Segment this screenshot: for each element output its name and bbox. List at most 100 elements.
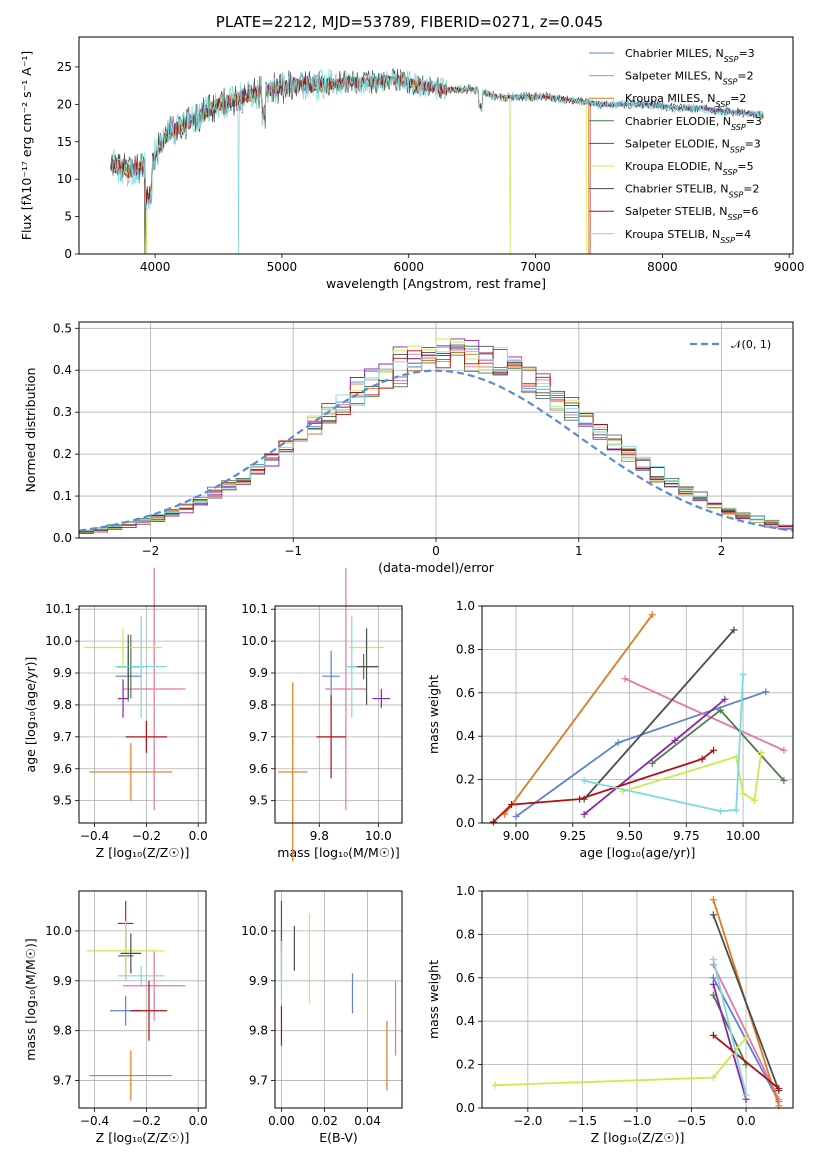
weight-marker (750, 796, 758, 804)
weight-marker (710, 746, 718, 754)
weight-marker (709, 955, 717, 963)
spectrum-panel: 4000 5000 6000 7000 8000 9000 0 5 10 15 20 25 wavele… (19, 36, 805, 291)
figure-title: PLATE=2212, MJD=53789, FIBERID=0271, z=0… (215, 13, 604, 31)
x-tick-label: 1 (575, 544, 583, 558)
axes-frame (481, 605, 794, 824)
weight-line (584, 674, 744, 813)
y-tick-label: 9.6 (249, 762, 268, 776)
weight-marker (698, 755, 706, 763)
weight-vs-Z-panel: −2.0 −1.5 −1.0 −0.5 0.0 0.0 0.2 0.4 0.6 0.8 1.0 Z [… (426, 884, 794, 1145)
legend-entry: Kroupa MILES, NSSP=2 (625, 92, 746, 109)
x-tick-label: 0.02 (311, 1114, 338, 1128)
x-tick-label: 9000 (774, 260, 805, 274)
weight-marker (508, 801, 516, 809)
y-tick-label: 0.4 (456, 1014, 475, 1028)
weight-marker (648, 759, 656, 767)
y-tick-label: 1.0 (456, 599, 475, 613)
y-tick-label: 9.9 (249, 974, 268, 988)
weight-marker (775, 1084, 783, 1092)
weight-marker (614, 739, 622, 747)
x-tick-label: 0.0 (189, 1114, 208, 1128)
y-tick-label: 10.0 (241, 924, 268, 938)
x-tick-label: 0.04 (354, 1114, 381, 1128)
legend-entry: Kroupa STELIB, NSSP=4 (625, 228, 751, 245)
y-tick-label: 0.5 (53, 321, 72, 335)
y-tick-label: 9.7 (53, 1074, 72, 1088)
x-tick-label: 9.25 (559, 829, 586, 843)
y-tick-label: 5 (64, 210, 72, 224)
y-tick-label: 0.2 (456, 1058, 475, 1072)
weight-marker (742, 1033, 750, 1041)
x-axis-label: (data-model)/error (378, 560, 495, 575)
y-tick-label: 0.0 (53, 531, 72, 545)
x-axis-label: Z [log₁₀(Z/Z☉)] (96, 845, 190, 860)
x-tick-label: 0.0 (189, 829, 208, 843)
weight-marker (709, 1074, 717, 1082)
x-tick-label: 2 (718, 544, 726, 558)
weight-marker (489, 818, 497, 826)
weight-vs-age-panel: 9.00 9.25 9.50 9.75 10.00 0.0 0.2 0.4 0.6 0.8 1.0 a… (426, 599, 794, 860)
y-tick-label: 9.7 (249, 730, 268, 744)
weight-marker (757, 748, 765, 756)
mass-vs-Z-panel: −0.4 −0.2 0.0 9.7 9.8 9.9 10.0 Z [log₁₀(Z/Z☉)] m… (23, 890, 208, 1145)
x-tick-label: −1.5 (568, 1114, 597, 1128)
y-axis-label: mass weight (426, 960, 441, 1039)
y-tick-label: 0.2 (456, 773, 475, 787)
x-tick-label: 4000 (140, 260, 171, 274)
y-tick-label: 0.6 (456, 971, 475, 985)
weight-marker (739, 790, 747, 798)
y-axis-label: Normed distribution (23, 368, 38, 493)
mass-vs-ebv-panel: 0.00 0.02 0.04 9.7 9.8 9.9 10.0 E(B-V) (241, 890, 403, 1145)
y-tick-label: 9.5 (53, 794, 72, 808)
x-tick-label: −1.0 (622, 1114, 651, 1128)
weight-marker (780, 777, 788, 785)
spectrum-line (110, 75, 590, 254)
y-tick-label: 9.7 (53, 730, 72, 744)
x-axis-label: wavelength [Angstrom, rest frame] (326, 276, 546, 291)
y-tick-label: 1.0 (456, 884, 475, 898)
weight-line (583, 629, 735, 800)
weight-marker (730, 626, 738, 634)
weight-marker (716, 807, 724, 815)
weight-marker (621, 675, 629, 683)
y-tick-label: 9.7 (249, 1074, 268, 1088)
y-tick-label: 9.5 (249, 794, 268, 808)
x-tick-label: 0.00 (268, 1114, 295, 1128)
axes-frame (78, 36, 794, 255)
y-tick-label: 9.9 (53, 666, 72, 680)
spectrum-line (110, 68, 764, 254)
y-axis-label: mass weight (426, 675, 441, 754)
x-axis-label: E(B-V) (319, 1130, 358, 1145)
weight-marker (721, 695, 729, 703)
weight-line (503, 614, 654, 815)
age-vs-mass-panel: 9.8 10.0 9.5 9.6 9.7 9.8 9.9 10.0 10.1 mass [log₁… (241, 567, 403, 862)
weight-marker (576, 795, 584, 803)
x-tick-label: 8000 (647, 260, 678, 274)
y-tick-label: 0.4 (456, 729, 475, 743)
x-axis-label: Z [log₁₀(Z/Z☉)] (591, 1130, 685, 1145)
y-axis-label: age [log₁₀(age/yr)] (23, 657, 38, 773)
y-tick-label: 0.8 (456, 642, 475, 656)
x-tick-label: 9.50 (616, 829, 643, 843)
legend-entry: Salpeter MILES, NSSP=2 (625, 70, 754, 87)
weight-line (712, 964, 780, 1100)
y-tick-label: 0.0 (456, 1101, 475, 1115)
histogram-steps (79, 354, 793, 533)
axes-frame (481, 890, 794, 1109)
weight-marker (648, 611, 656, 619)
y-tick-label: 9.9 (53, 974, 72, 988)
y-tick-label: 0.2 (53, 447, 72, 461)
weight-marker (709, 974, 717, 982)
y-tick-label: 10.1 (45, 602, 72, 616)
age-vs-Z-panel: −0.4 −0.2 0.0 9.5 9.6 9.7 9.8 9.9 10.0 10.1 Z [log… (23, 567, 208, 860)
weight-marker (671, 737, 679, 745)
x-axis-label: age [log₁₀(age/yr)] (580, 845, 696, 860)
x-tick-label: 10.0 (365, 829, 392, 843)
x-tick-label: 0.0 (737, 1114, 756, 1128)
y-tick-label: 9.8 (53, 698, 72, 712)
weight-marker (739, 670, 747, 678)
x-tick-label: −0.5 (677, 1114, 706, 1128)
y-tick-label: 0.0 (456, 816, 475, 830)
axes-frame (78, 605, 207, 824)
weight-marker (580, 810, 588, 818)
